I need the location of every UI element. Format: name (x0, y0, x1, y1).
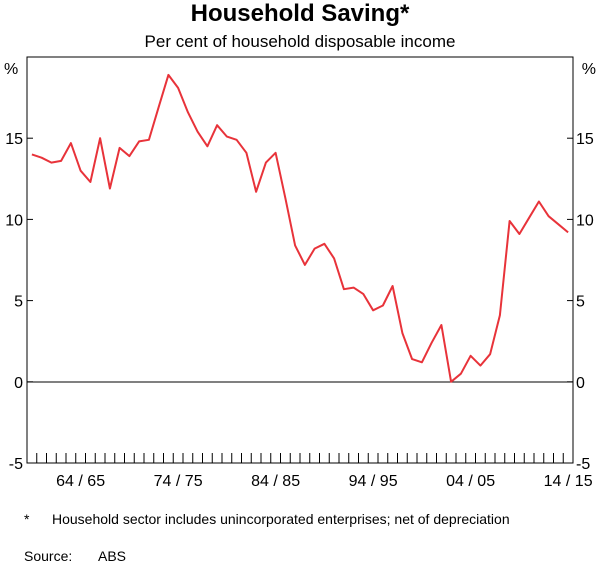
y-tick-label-right: -5 (576, 456, 590, 473)
line-chart: -5 -5 0 0 5 5 10 10 15 15 64 / 65 74 / 75 84 / 85 94… (4, 56, 596, 490)
source-value: ABS (98, 548, 127, 564)
y-tick-label-left: 10 (5, 212, 23, 229)
y-tick-label-right: 0 (576, 375, 585, 392)
y-tick-label-right: 15 (576, 131, 594, 148)
y-axis-ticks: -5 -5 0 0 5 5 10 10 15 15 (5, 131, 594, 473)
x-tick-label: 94 / 95 (349, 473, 398, 490)
y-tick-label-left: 15 (5, 131, 23, 148)
footnote-text: Household sector includes unincorporated… (52, 511, 510, 527)
y-unit-left: % (4, 61, 18, 78)
y-tick-label-left: 5 (14, 294, 23, 311)
x-tick-label: 14 / 15 (544, 473, 593, 490)
x-axis-ticks (36, 453, 564, 463)
saving-rate-line (31, 73, 569, 383)
x-axis-labels: 64 / 65 74 / 75 84 / 85 94 / 95 04 / 05 14 / … (56, 473, 593, 490)
chart-subtitle: Per cent of household disposable income (144, 32, 456, 51)
source-label: Source: (24, 548, 73, 564)
y-unit-right: % (582, 61, 596, 78)
x-tick-label: 04 / 05 (446, 473, 495, 490)
plot-frame (26, 56, 574, 464)
x-tick-label: 64 / 65 (56, 473, 105, 490)
y-tick-label-right: 10 (576, 212, 594, 229)
x-tick-label: 84 / 85 (251, 473, 300, 490)
y-tick-label-left: 0 (14, 375, 23, 392)
y-tick-label-right: 5 (576, 294, 585, 311)
chart-title: Household Saving* (190, 0, 410, 27)
footnote-marker: * (24, 511, 30, 527)
y-tick-label-left: -5 (9, 456, 23, 473)
x-tick-label: 74 / 75 (154, 473, 203, 490)
